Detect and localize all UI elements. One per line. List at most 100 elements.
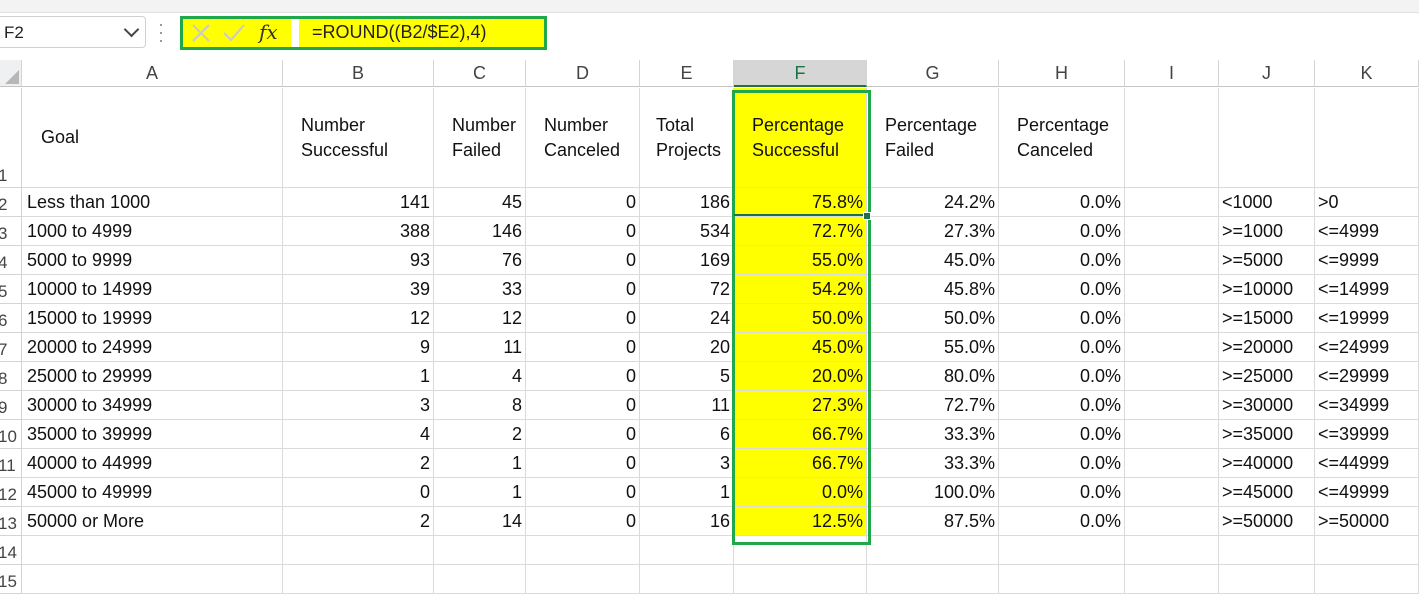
cell-e10[interactable]: 6 [640, 420, 734, 449]
cell-f12[interactable]: 0.0% [734, 478, 867, 507]
cell-i12[interactable] [1125, 478, 1219, 507]
cell-f13[interactable]: 12.5% [734, 507, 867, 536]
header-cell-g[interactable]: Percentage Failed [867, 88, 999, 188]
cell-c7[interactable]: 11 [434, 333, 526, 362]
select-all-button[interactable] [0, 60, 22, 87]
cell-e6[interactable]: 24 [640, 304, 734, 333]
cell-c6[interactable]: 12 [434, 304, 526, 333]
cell-e13[interactable]: 16 [640, 507, 734, 536]
cell-e2[interactable]: 186 [640, 188, 734, 217]
cell-k9[interactable]: <=34999 [1315, 391, 1419, 420]
cell-e3[interactable]: 534 [640, 217, 734, 246]
cell-f14[interactable] [734, 536, 867, 565]
cell-c8[interactable]: 4 [434, 362, 526, 391]
cell-g14[interactable] [867, 536, 999, 565]
column-header-d[interactable]: D [526, 60, 640, 87]
cell-k10[interactable]: <=39999 [1315, 420, 1419, 449]
cell-f3[interactable]: 72.7% [734, 217, 867, 246]
cell-a12[interactable]: 45000 to 49999 [22, 478, 283, 507]
cell-a2[interactable]: Less than 1000 [22, 188, 283, 217]
cell-d8[interactable]: 0 [526, 362, 640, 391]
cell-c14[interactable] [434, 536, 526, 565]
cell-a6[interactable]: 15000 to 19999 [22, 304, 283, 333]
row-header-6[interactable]: 6 [0, 304, 22, 333]
cell-j6[interactable]: >=15000 [1219, 304, 1315, 333]
cell-e8[interactable]: 5 [640, 362, 734, 391]
cell-i13[interactable] [1125, 507, 1219, 536]
cell-g5[interactable]: 45.8% [867, 275, 999, 304]
column-header-b[interactable]: B [283, 60, 434, 87]
cell-f7[interactable]: 45.0% [734, 333, 867, 362]
fx-icon[interactable]: fx [259, 20, 278, 44]
cell-c2[interactable]: 45 [434, 188, 526, 217]
cell-c5[interactable]: 33 [434, 275, 526, 304]
cell-h6[interactable]: 0.0% [999, 304, 1125, 333]
cell-d14[interactable] [526, 536, 640, 565]
cell-e4[interactable]: 169 [640, 246, 734, 275]
cell-f8[interactable]: 20.0% [734, 362, 867, 391]
cell-k11[interactable]: <=44999 [1315, 449, 1419, 478]
cell-b4[interactable]: 93 [283, 246, 434, 275]
cell-d3[interactable]: 0 [526, 217, 640, 246]
header-cell-f[interactable]: Percentage Successful [734, 88, 867, 188]
cell-k7[interactable]: <=24999 [1315, 333, 1419, 362]
column-header-h[interactable]: H [999, 60, 1125, 87]
cell-b7[interactable]: 9 [283, 333, 434, 362]
cell-d13[interactable]: 0 [526, 507, 640, 536]
cell-h13[interactable]: 0.0% [999, 507, 1125, 536]
cell-d5[interactable]: 0 [526, 275, 640, 304]
cell-k5[interactable]: <=14999 [1315, 275, 1419, 304]
cell-i15[interactable] [1125, 565, 1219, 594]
cell-h15[interactable] [999, 565, 1125, 594]
column-header-k[interactable]: K [1315, 60, 1419, 87]
cell-c13[interactable]: 14 [434, 507, 526, 536]
row-header-9[interactable]: 9 [0, 391, 22, 420]
cell-h14[interactable] [999, 536, 1125, 565]
cell-j7[interactable]: >=20000 [1219, 333, 1315, 362]
row-header-3[interactable]: 3 [0, 217, 22, 246]
cell-h5[interactable]: 0.0% [999, 275, 1125, 304]
cell-k3[interactable]: <=4999 [1315, 217, 1419, 246]
cell-d10[interactable]: 0 [526, 420, 640, 449]
cell-d11[interactable]: 0 [526, 449, 640, 478]
cell-a8[interactable]: 25000 to 29999 [22, 362, 283, 391]
cell-h12[interactable]: 0.0% [999, 478, 1125, 507]
header-cell-i[interactable] [1125, 88, 1219, 188]
cell-e9[interactable]: 11 [640, 391, 734, 420]
cell-h11[interactable]: 0.0% [999, 449, 1125, 478]
column-header-j[interactable]: J [1219, 60, 1315, 87]
column-header-e[interactable]: E [640, 60, 734, 87]
cell-f11[interactable]: 66.7% [734, 449, 867, 478]
cell-b14[interactable] [283, 536, 434, 565]
cell-b8[interactable]: 1 [283, 362, 434, 391]
cell-e5[interactable]: 72 [640, 275, 734, 304]
cell-a9[interactable]: 30000 to 34999 [22, 391, 283, 420]
column-header-g[interactable]: G [867, 60, 999, 87]
cell-g4[interactable]: 45.0% [867, 246, 999, 275]
cell-j4[interactable]: >=5000 [1219, 246, 1315, 275]
cell-d9[interactable]: 0 [526, 391, 640, 420]
cell-j2[interactable]: <1000 [1219, 188, 1315, 217]
cell-a4[interactable]: 5000 to 9999 [22, 246, 283, 275]
cell-c4[interactable]: 76 [434, 246, 526, 275]
cell-g2[interactable]: 24.2% [867, 188, 999, 217]
cell-h9[interactable]: 0.0% [999, 391, 1125, 420]
cell-h2[interactable]: 0.0% [999, 188, 1125, 217]
row-header-7[interactable]: 7 [0, 333, 22, 362]
chevron-down-icon[interactable] [123, 21, 140, 38]
cell-a3[interactable]: 1000 to 4999 [22, 217, 283, 246]
row-header-11[interactable]: 11 [0, 449, 22, 478]
cell-b12[interactable]: 0 [283, 478, 434, 507]
more-options-icon[interactable]: · · · [158, 14, 164, 50]
cell-j3[interactable]: >=1000 [1219, 217, 1315, 246]
cell-g12[interactable]: 100.0% [867, 478, 999, 507]
cell-j14[interactable] [1219, 536, 1315, 565]
cell-d15[interactable] [526, 565, 640, 594]
cell-j15[interactable] [1219, 565, 1315, 594]
cell-a13[interactable]: 50000 or More [22, 507, 283, 536]
row-header-5[interactable]: 5 [0, 275, 22, 304]
cell-h10[interactable]: 0.0% [999, 420, 1125, 449]
cell-g3[interactable]: 27.3% [867, 217, 999, 246]
cell-h8[interactable]: 0.0% [999, 362, 1125, 391]
cell-b11[interactable]: 2 [283, 449, 434, 478]
